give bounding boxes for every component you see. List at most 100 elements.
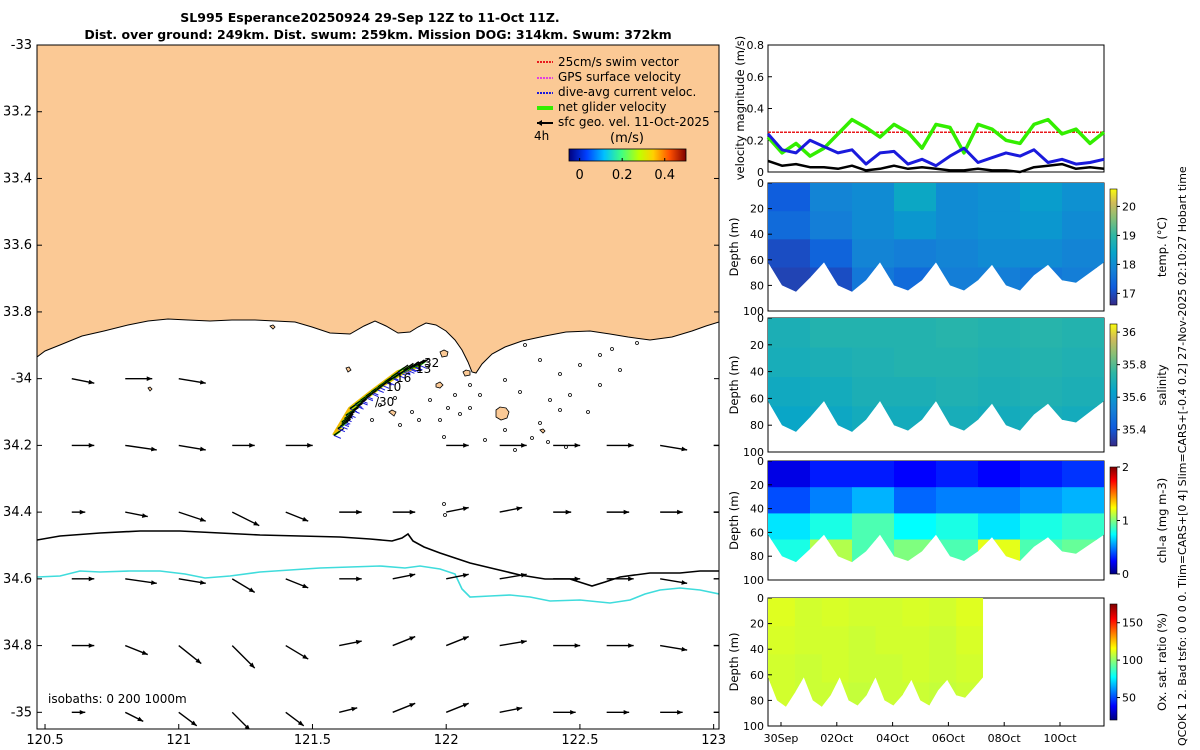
sfc-vector-head: [409, 636, 416, 641]
sfc-vector-head: [355, 639, 362, 645]
sfc-vector-head: [628, 643, 634, 648]
sfc-vector-head: [570, 709, 576, 715]
reef-dot: [503, 428, 507, 432]
section-cell: [978, 347, 1021, 378]
island: [147, 386, 153, 392]
section-cell: [768, 626, 796, 655]
section-cell: [768, 598, 796, 627]
island: [439, 349, 449, 358]
section-cell: [902, 598, 930, 627]
section-cell: [810, 239, 853, 269]
sfc-vector-head: [516, 506, 523, 511]
velocity-series-diveavg: [766, 132, 1105, 168]
section-colorbar-tick-label: 35.4: [1122, 424, 1147, 437]
reef-dot: [538, 421, 542, 425]
day-label: 32: [424, 356, 439, 370]
velocity-series-sfcgeo: [767, 159, 1105, 174]
island: [269, 324, 276, 330]
section-cell: [936, 239, 979, 269]
map-frame: [36, 44, 720, 730]
island: [345, 366, 352, 373]
track-sfc-vector: [340, 418, 351, 427]
section-y-tick-label: 40: [750, 366, 764, 379]
section-cell: [852, 513, 895, 541]
section-cell: [956, 626, 984, 655]
island: [435, 381, 444, 389]
sfc-vector-head: [199, 580, 206, 585]
sfc-vector-head: [297, 720, 304, 726]
map-x-tick-label: 122.5: [561, 733, 598, 748]
track-diveavg-vector: [333, 434, 342, 439]
sfc-vector-head: [199, 517, 206, 522]
section-cell: [1062, 487, 1104, 514]
surface-geostrophic-vectors: [71, 376, 737, 729]
sfc-vector-head: [681, 580, 688, 585]
section-colorbar-tick-label: 17: [1122, 287, 1136, 300]
sfc-vector-head: [199, 379, 206, 385]
section-ylabel: Depth (m): [727, 356, 741, 415]
section-y-tick-label: 0: [757, 177, 764, 190]
map-y-axis: -33 33.2 33.4 33.6 33.8 -34 34.2 34.4 34.6 34.8 -3…: [3, 38, 719, 720]
day-label: 1: [415, 360, 423, 374]
legend-scale-label: 4h: [534, 129, 549, 143]
reef-dot: [558, 372, 562, 376]
section-colorbar-tick-label: 1: [1122, 515, 1129, 528]
section-colorbar-label: chl-a (mg m-3): [1155, 478, 1169, 563]
track-diveavg-vector: [365, 397, 374, 402]
section-cell: [1062, 239, 1104, 269]
reef-dot: [453, 393, 457, 397]
section-cell: [936, 318, 979, 349]
track-diveavg-vector: [387, 381, 395, 386]
sfc-vector-head: [88, 379, 95, 385]
section-ylabel: Depth (m): [727, 491, 741, 550]
section-cell: [852, 487, 895, 514]
temperature-section: 0 20 40 60 80 100 Depth (m) 17 18 19 20 temp. (°C): [727, 177, 1169, 318]
track-diveavg-vector: [340, 425, 348, 430]
reef-dot: [443, 513, 447, 517]
section-cell: [810, 211, 853, 240]
section-cell: [1062, 183, 1104, 212]
reef-dot: [446, 406, 450, 410]
section-cell: [810, 183, 853, 212]
velocity-panel-frame: [767, 44, 1105, 173]
sfc-vector-head: [150, 580, 157, 585]
section-x-tick-label: 06Oct: [932, 732, 966, 745]
reef-dot: [548, 398, 552, 402]
map-x-tick-label: 121.5: [294, 733, 331, 748]
sfc-vector-head: [628, 443, 634, 448]
section-cell: [810, 513, 853, 541]
section-y-tick-label: 0: [757, 592, 764, 605]
legend-label: sfc geo. vel. 11-Oct-2025: [558, 115, 710, 129]
salinity-section: 0 20 40 60 80 100 Depth (m) 35.4 35.6 35.8 36 salin…: [727, 312, 1169, 459]
section-cell: [929, 626, 957, 655]
track-diveavg-vector: [419, 364, 427, 369]
section-cell: [848, 654, 877, 684]
reef-dot: [586, 410, 590, 414]
sfc-vector-head: [244, 724, 250, 729]
track-sfc-vector: [341, 416, 353, 425]
section-y-tick-label: 60: [750, 669, 764, 682]
reef-dot: [378, 403, 382, 407]
day-label: /30: [375, 395, 394, 409]
legend-item-sfcgeo: sfc geo. vel. 11-Oct-2025: [537, 115, 710, 129]
map-y-tick-label: 34.6: [3, 572, 32, 587]
velocity-series: [766, 117, 1106, 174]
track-diveavg-vector: [381, 384, 390, 389]
section-cell: [810, 377, 853, 408]
isobath-200m: [37, 530, 719, 587]
section-cell: [894, 183, 937, 212]
section-cell: [852, 318, 895, 349]
section-y-tick-label: 100: [743, 446, 764, 459]
map-y-tick-label: 34.2: [3, 438, 32, 453]
track-diveavg-vector: [397, 374, 406, 379]
section-cell: [852, 461, 895, 488]
sfc-vector-head: [731, 577, 737, 582]
map-y-tick-label: -33: [11, 38, 32, 53]
sfc-vector-head: [462, 636, 469, 641]
section-cell: [1062, 461, 1104, 488]
section-colorbar: [1109, 188, 1118, 306]
section-colorbar: [1109, 466, 1118, 575]
section-colorbar-tick-label: 20: [1122, 200, 1136, 213]
section-colorbar-tick-label: 0: [1122, 568, 1129, 581]
